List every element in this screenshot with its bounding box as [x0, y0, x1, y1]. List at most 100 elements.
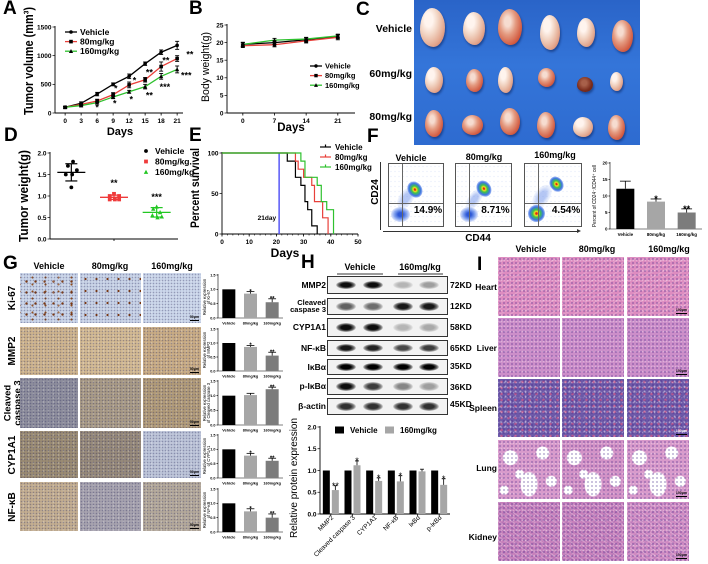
y-tick-label: 0.5	[210, 462, 215, 466]
bar	[387, 470, 395, 514]
ihc-tile-ki67-80	[80, 273, 141, 323]
triangle-marker-icon	[304, 36, 309, 41]
y-tick-label: 1.0	[210, 288, 215, 292]
significance-marker: *	[130, 95, 134, 105]
y-tick-label: 1500	[37, 24, 52, 31]
y-tick-label: 10	[216, 75, 224, 82]
significance-marker: *	[442, 474, 446, 484]
scale-bar-label: 100μm	[675, 429, 687, 434]
tumor	[425, 110, 443, 137]
photo-row-label-dose-b: 80mg/kg	[369, 111, 412, 123]
blot-label: p-IκBα	[299, 381, 327, 391]
significance-marker: **	[146, 67, 154, 77]
y-axis-title: Relative expression	[202, 278, 207, 315]
survival-curve	[222, 152, 335, 234]
chart-cd24-cd44-percent: 0 5 10 15 20 Percent of CD24⁻/CD44⁺ cell Vehic…	[592, 161, 702, 237]
cluster-low	[391, 207, 410, 223]
category-label: 80mg/kg	[243, 321, 259, 325]
square-marker-icon	[314, 73, 318, 78]
circle-marker-icon	[143, 61, 147, 66]
significance-marker: **	[683, 204, 691, 214]
blot-size: 35KD	[450, 361, 472, 371]
panel-label-c: C	[356, 0, 370, 20]
blot-label: CYP1A1	[292, 322, 326, 332]
x-tick-label: 15	[142, 118, 150, 125]
blot-strip	[327, 359, 448, 375]
flow-plot-80: 8.71%	[455, 163, 512, 227]
he-tile-spleen-vehicle	[498, 379, 560, 437]
y-tick-label: 500	[41, 82, 52, 89]
quadrant-vertical-gate	[538, 164, 540, 226]
x-tick-label: 0	[220, 239, 224, 246]
y-tick-label: 0	[605, 227, 608, 232]
category-label: 80mg/kg	[243, 428, 259, 432]
y-axis-title: Tumor volume (mm³)	[22, 7, 36, 115]
protein-band	[363, 382, 384, 391]
he-tile-spleen-80	[562, 379, 624, 437]
triangle-marker-icon	[314, 83, 318, 87]
y-tick-label: 1.0	[210, 448, 215, 452]
x-tick-label: 18	[158, 118, 166, 125]
significance-marker: *	[249, 506, 252, 512]
y-tick-label: 1000	[37, 53, 52, 60]
protein-band	[419, 344, 440, 352]
y-axis-title: Relative expression	[202, 384, 207, 421]
he-row-label-liver: Liver	[476, 343, 497, 353]
quadrant-percentage: 4.54%	[551, 205, 581, 217]
category-label: IκBα	[408, 514, 422, 528]
tumor	[577, 77, 593, 92]
significance-marker: *	[249, 289, 252, 295]
y-tick-label: 1.5	[210, 433, 215, 437]
blot-strip	[327, 276, 448, 294]
y-tick-label: 0.0	[210, 476, 215, 480]
blot-size: 12KD	[450, 301, 472, 311]
quadrant-percentage: 8.71%	[481, 205, 510, 217]
bar	[440, 484, 448, 514]
chart-body-weight: 0 5 10 15 20 25 0 7 14 21 Body weight(g) Days Vehicl…	[200, 22, 360, 134]
lane-group-underline	[337, 273, 383, 275]
legend-label: Vehicle	[350, 426, 378, 435]
y-tick-label: 15	[216, 57, 224, 64]
category-label: 160mg/kg	[263, 481, 281, 485]
x-tick-label: 12	[126, 118, 134, 125]
significance-marker: **	[162, 56, 170, 66]
square-marker-icon	[111, 92, 115, 97]
x-tick-label: 7	[273, 118, 277, 125]
y-axis-title: Body weight(g)	[200, 32, 212, 102]
y-tick-label: 0.0	[307, 511, 316, 518]
blot-strip	[327, 398, 448, 415]
category-label: Cleaved caspase 3	[313, 514, 357, 558]
significance-marker: **	[270, 512, 275, 518]
he-tile-lung-160: 100μm	[627, 440, 689, 499]
category-label: Vehicle	[222, 374, 235, 378]
circle-marker-icon	[175, 43, 179, 48]
y-tick-label: 0.0	[210, 423, 215, 427]
chart-tumor-volume: 0 500 1000 1500 0 3 6 9 12 15 18 21 Tumor volume (mm…	[22, 7, 194, 138]
series-line	[65, 57, 178, 108]
ihc-tile-ki67-vehicle	[20, 273, 78, 323]
triangle-marker-icon	[240, 42, 245, 47]
arrow-head-icon	[577, 229, 581, 233]
panel-label-g: G	[3, 253, 18, 274]
protein-band	[392, 302, 413, 311]
protein-band	[335, 322, 356, 333]
significance-marker: *	[399, 471, 403, 481]
legend-label: Vehicle	[325, 62, 351, 71]
y-tick-label: 100	[208, 150, 219, 157]
panel-label-e: E	[189, 125, 202, 146]
y-tick-label: 0.5	[210, 516, 215, 520]
chart-relative-protein-expression: 0.0 0.5 1.0 1.5 2.0 Relative protein expressi…	[289, 418, 450, 559]
protein-band	[392, 402, 413, 411]
category-label: Vehicle	[222, 428, 235, 432]
x-tick-label: 21	[174, 118, 182, 125]
panel-label-b: B	[189, 0, 203, 19]
protein-band	[419, 402, 440, 411]
y-tick-label: 1.5	[210, 327, 215, 331]
category-label: 160mg/kg	[263, 535, 281, 539]
bar	[647, 201, 665, 229]
x-axis-title: Days	[107, 126, 133, 138]
y-tick-label: 1.0	[307, 468, 316, 475]
blot-label: Cleaved caspase 3	[290, 298, 326, 315]
tumor	[577, 18, 595, 47]
blot-size: 36KD	[450, 382, 472, 392]
